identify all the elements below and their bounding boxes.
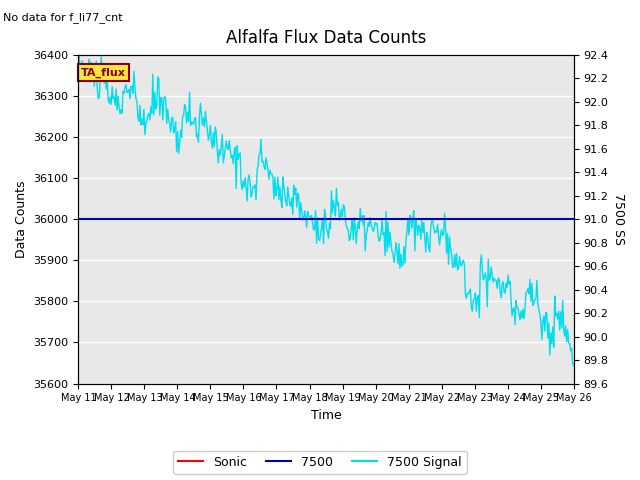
7500 Signal bbox=[369, 229, 377, 235]
Y-axis label: Data Counts: Data Counts bbox=[15, 180, 28, 258]
Line: 7500 Signal: 7500 Signal bbox=[79, 51, 573, 366]
7500 bbox=[75, 216, 83, 222]
7500 Signal bbox=[342, 223, 350, 229]
Text: No data for f_li77_cnt: No data for f_li77_cnt bbox=[3, 12, 123, 23]
7500 bbox=[108, 216, 115, 222]
Text: TA_flux: TA_flux bbox=[81, 68, 125, 78]
7500 Signal bbox=[75, 48, 83, 54]
Legend: Sonic, 7500, 7500 Signal: Sonic, 7500, 7500 Signal bbox=[173, 451, 467, 474]
X-axis label: Time: Time bbox=[310, 409, 341, 422]
Y-axis label: 7500 SS: 7500 SS bbox=[612, 193, 625, 245]
7500 Signal bbox=[481, 275, 488, 280]
7500 Signal bbox=[313, 240, 321, 246]
Title: Alfalfa Flux Data Counts: Alfalfa Flux Data Counts bbox=[226, 29, 426, 48]
7500 Signal bbox=[558, 325, 566, 331]
7500 Signal bbox=[570, 363, 577, 369]
7500 Signal bbox=[310, 227, 317, 233]
